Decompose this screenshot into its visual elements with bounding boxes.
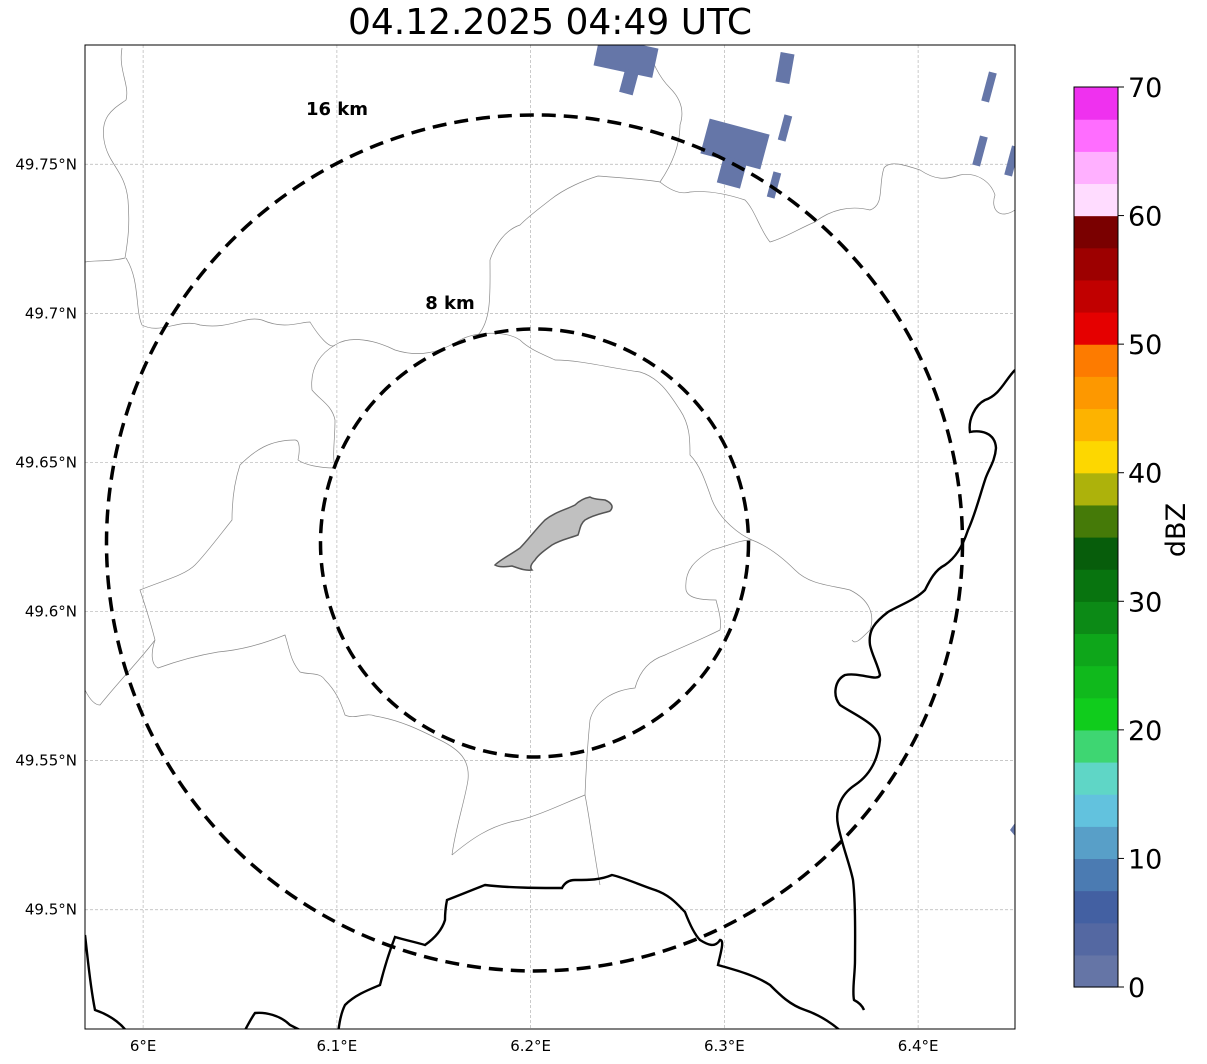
colorbar-tick-label: 40	[1128, 459, 1162, 490]
colorbar-tick-label: 70	[1128, 73, 1162, 104]
latitude-tick-label: 49.6°N	[25, 603, 77, 621]
colorbar-segment	[1074, 87, 1118, 120]
colorbar-tick-label: 10	[1128, 844, 1162, 875]
latitude-tick-label: 49.75°N	[15, 155, 77, 173]
colorbar-tick-label: 0	[1128, 973, 1145, 1004]
range-ring-label-8km: 8 km	[425, 293, 475, 314]
graticule	[85, 45, 1015, 1029]
colorbar-tick-label: 30	[1128, 587, 1162, 618]
longitude-tick-label: 6.3°E	[704, 1037, 745, 1055]
colorbar-segment	[1074, 312, 1118, 345]
colorbar-segment	[1074, 119, 1118, 152]
colorbar-segment	[1074, 601, 1118, 635]
municipal-boundaries	[85, 47, 1015, 886]
echo-cell	[1004, 145, 1015, 177]
colorbar-frame	[1073, 86, 1119, 988]
longitude-tick-label: 6.1°E	[316, 1037, 357, 1055]
colorbar-segment	[1074, 569, 1118, 602]
colorbar-segment	[1074, 247, 1118, 281]
city-area	[493, 496, 613, 571]
colorbar-segment	[1074, 697, 1118, 731]
colorbar-segment	[1074, 665, 1118, 699]
longitude-tick-label: 6.2°E	[510, 1037, 551, 1055]
colorbar-tick-label: 60	[1128, 202, 1162, 233]
colorbar-ticks: 0 10 20 30 40 50 60 70	[1118, 73, 1162, 1004]
latitude-tick-label: 49.65°N	[15, 453, 77, 471]
echo-cell	[619, 68, 639, 96]
echo-cell	[981, 71, 997, 103]
colorbar-tick-label: 20	[1128, 716, 1162, 747]
colorbar-segment	[1074, 440, 1118, 474]
latitude-labels: 49.75°N 49.7°N 49.65°N 49.6°N 49.55°N 49.5°N	[15, 155, 77, 918]
range-ring-8km	[318, 327, 751, 759]
echo-cell	[1010, 823, 1015, 836]
longitude-tick-label: 6°E	[130, 1037, 157, 1055]
echo-cell	[777, 114, 793, 142]
colorbar-segment	[1074, 504, 1118, 538]
map-title: 04.12.2025 04:49 UTC	[347, 2, 753, 43]
colorbar-segment	[1074, 537, 1118, 570]
latitude-tick-label: 49.55°N	[15, 752, 77, 770]
colorbar-segment	[1074, 279, 1118, 313]
colorbar-segment	[1074, 922, 1118, 956]
colorbar-segment	[1074, 344, 1118, 377]
map-frame	[84, 44, 1016, 1030]
colorbar-segment	[1074, 215, 1118, 249]
echo-cell	[972, 135, 988, 167]
colorbar-segment	[1074, 762, 1118, 795]
colorbar-segment	[1074, 151, 1118, 185]
longitude-tick-label: 6.4°E	[898, 1037, 939, 1055]
colorbar-segment	[1074, 729, 1118, 763]
colorbar	[1074, 87, 1118, 988]
colorbar-segment	[1074, 794, 1118, 827]
colorbar-segment	[1074, 472, 1118, 506]
echo-cell	[766, 171, 782, 199]
colorbar-tick-label: 50	[1128, 330, 1162, 361]
colorbar-segment	[1074, 633, 1118, 667]
colorbar-segment	[1074, 890, 1118, 924]
colorbar-segment	[1074, 858, 1118, 892]
colorbar-label: dBZ	[1161, 503, 1192, 557]
colorbar-segment	[1074, 183, 1118, 217]
echo-cell	[775, 52, 795, 84]
colorbar-segment	[1074, 826, 1118, 860]
latitude-tick-label: 49.7°N	[25, 304, 77, 322]
echo-cell	[716, 155, 748, 189]
latitude-tick-label: 49.5°N	[25, 901, 77, 919]
national-border-south	[85, 873, 841, 1029]
colorbar-segment	[1074, 376, 1118, 410]
radar-echoes	[593, 45, 1015, 836]
range-ring-label-16km: 16 km	[306, 99, 368, 120]
echo-cell	[593, 45, 659, 78]
longitude-labels: 6°E 6.1°E 6.2°E 6.3°E 6.4°E	[130, 1037, 939, 1055]
national-border-east	[834, 369, 1015, 1011]
range-ring-16km	[104, 113, 965, 973]
colorbar-segment	[1074, 408, 1118, 442]
colorbar-segment	[1074, 954, 1118, 988]
